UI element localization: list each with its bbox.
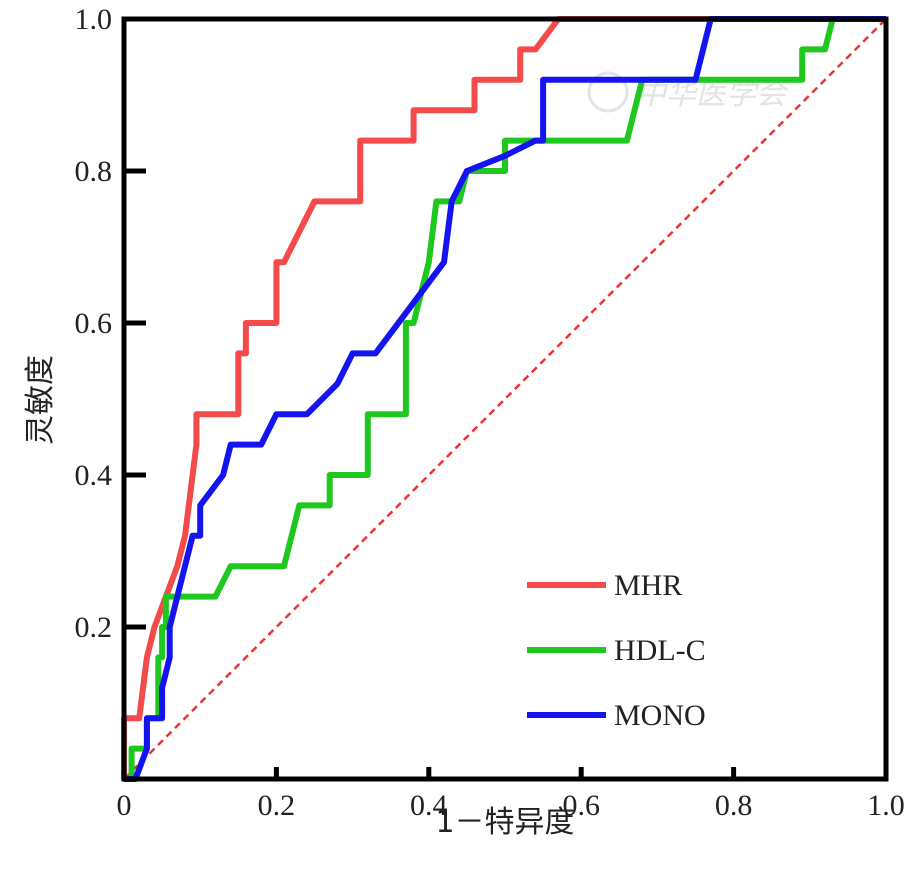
series-line-mono — [124, 16, 886, 782]
x-tick-label: 0.8 — [715, 789, 753, 822]
x-axis-title: 1－特异度 — [435, 805, 574, 840]
y-tick-label: 1.0 — [75, 3, 113, 36]
legend-label: MONO — [614, 699, 706, 732]
watermark: 中华医学会 — [587, 71, 789, 113]
series-layer — [121, 16, 886, 782]
x-tick-label: 0.6 — [562, 789, 600, 822]
y-tick-label: 0.8 — [75, 155, 113, 188]
series-line-mhr — [121, 16, 886, 779]
y-tick-label: 0.6 — [75, 307, 113, 340]
y-tick-label: 0.2 — [75, 611, 113, 644]
legend-label: HDL-C — [614, 634, 706, 667]
watermark-text: 中华医学会 — [636, 77, 789, 112]
x-tick-label: 0.4 — [410, 789, 448, 822]
x-tick-label: 1.0 — [867, 789, 905, 822]
legend: MHR HDL-C MONO — [527, 569, 706, 732]
legend-label: MHR — [614, 569, 682, 602]
series-line-hdl-c — [124, 16, 886, 782]
x-tick-label: 0.2 — [258, 789, 296, 822]
y-tick-label: 0.4 — [75, 459, 113, 492]
ticks-layer: 0 0.2 0.4 0.6 0.8 1.0 0.2 0.4 0.6 0.8 1.0 — [75, 3, 905, 822]
plot-frame — [121, 16, 889, 782]
watermark-seal-icon — [587, 71, 629, 113]
x-tick-label: 0 — [117, 789, 132, 822]
y-axis-title: 灵敏度 — [23, 355, 58, 445]
